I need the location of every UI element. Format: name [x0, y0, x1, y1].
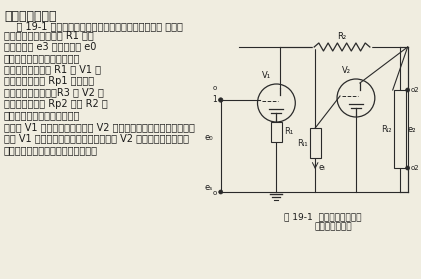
Bar: [394, 90, 406, 168]
Text: o2: o2: [410, 87, 419, 93]
Text: V₂: V₂: [341, 66, 351, 75]
Text: e₂: e₂: [408, 124, 416, 133]
Circle shape: [406, 166, 410, 170]
Text: o2: o2: [410, 165, 419, 171]
Text: eᵢ: eᵢ: [318, 162, 325, 172]
Text: 式。在这电路中，电阻 R1 两端: 式。在这电路中，电阻 R1 两端: [4, 30, 94, 40]
Text: R₂: R₂: [338, 32, 346, 41]
Circle shape: [219, 190, 223, 194]
Text: 路中 V1 的电流反馈成分总选择得远小于 V2 的电压反馈成分，因: 路中 V1 的电流反馈成分总选择得远小于 V2 的电压反馈成分，因: [4, 133, 189, 143]
Text: o: o: [213, 190, 217, 196]
Text: 基本的电路形式: 基本的电路形式: [4, 10, 56, 23]
Text: 此整个电路仍作为电压反馈来处理。: 此整个电路仍作为电压反馈来处理。: [4, 145, 98, 155]
Text: V₁: V₁: [262, 71, 271, 80]
Text: 串联馈入式。图中 R1 与 V1 管: 串联馈入式。图中 R1 与 V1 管: [4, 64, 101, 74]
Text: Rₗ₁: Rₗ₁: [297, 138, 308, 148]
Bar: [310, 128, 321, 158]
Circle shape: [406, 88, 410, 92]
Circle shape: [218, 98, 223, 102]
Text: 的反馈电压 e3 与输入信号 e0: 的反馈电压 e3 与输入信号 e0: [4, 42, 96, 52]
Text: 的屏极负载电阻 Rp2 通过 R2 而: 的屏极负载电阻 Rp2 通过 R2 而: [4, 99, 108, 109]
Text: Rₗ₂: Rₗ₂: [381, 124, 392, 133]
Bar: [271, 122, 282, 142]
Text: 反馈的基本形式: 反馈的基本形式: [314, 222, 352, 231]
Text: 的屏极负载电阻 Rp1 具有串联: 的屏极负载电阻 Rp1 具有串联: [4, 76, 94, 86]
Text: 的关系，另一方面，R3 与 V2 管: 的关系，另一方面，R3 与 V2 管: [4, 88, 104, 97]
Text: 具有并联的关系。因此，这个: 具有并联的关系。因此，这个: [4, 110, 80, 121]
Text: e₀: e₀: [204, 133, 213, 143]
Text: 1: 1: [212, 95, 217, 104]
Text: 图 19-1  两级放大电路电压: 图 19-1 两级放大电路电压: [284, 212, 362, 221]
Text: R₁: R₁: [284, 128, 293, 136]
Text: o: o: [213, 85, 217, 91]
Text: 图 19-1 表示两级放大中的负反馈电路最有代表性的 电路形: 图 19-1 表示两级放大中的负反馈电路最有代表性的 电路形: [4, 21, 183, 31]
Text: 串联地相加，因此本电路属于: 串联地相加，因此本电路属于: [4, 53, 80, 63]
Text: eₛ: eₛ: [204, 182, 213, 191]
Text: 电路对 V1 来说是电流反馈，对 V2 来说是电压反馈。在实际上，电: 电路对 V1 来说是电流反馈，对 V2 来说是电压反馈。在实际上，电: [4, 122, 195, 132]
